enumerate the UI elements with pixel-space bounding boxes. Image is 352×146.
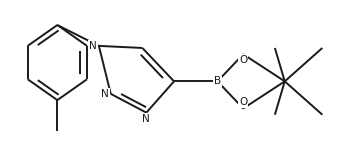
Text: O: O	[239, 97, 247, 107]
Text: N: N	[89, 41, 97, 51]
Text: N: N	[143, 114, 150, 124]
Text: O: O	[239, 55, 247, 65]
Text: B: B	[214, 76, 221, 86]
Text: N: N	[101, 89, 109, 99]
